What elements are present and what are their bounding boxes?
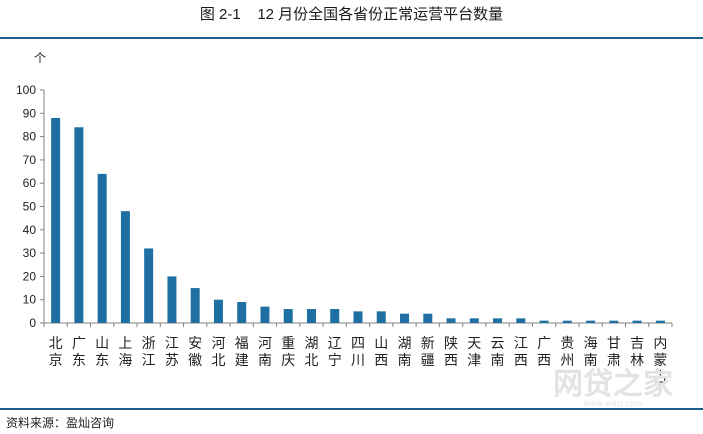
bar-北京 bbox=[51, 117, 61, 324]
x-category-label: 湖北 bbox=[304, 335, 318, 368]
bar-广西 bbox=[539, 320, 549, 323]
x-category-label: 福建 bbox=[235, 335, 249, 368]
bar-湖南 bbox=[400, 313, 410, 323]
y-tick-label: 100 bbox=[16, 83, 36, 97]
bar-河北 bbox=[213, 299, 223, 323]
x-category-label: 广西 bbox=[537, 335, 551, 368]
x-category-label: 陕西 bbox=[444, 335, 458, 368]
bar-天津 bbox=[469, 318, 479, 323]
bar-福建 bbox=[237, 302, 247, 323]
x-category-label: 江苏 bbox=[165, 335, 179, 368]
bar-浙江 bbox=[144, 248, 154, 323]
x-category-label: 海南 bbox=[584, 335, 598, 368]
bottom-rule bbox=[0, 408, 703, 410]
bar-上海 bbox=[120, 211, 130, 323]
x-category-label: 山东 bbox=[95, 335, 109, 368]
y-tick-label: 20 bbox=[23, 269, 37, 283]
x-category-label: 湖南 bbox=[398, 335, 412, 368]
y-tick-label: 10 bbox=[23, 293, 37, 307]
x-category-label: 上海 bbox=[118, 335, 132, 368]
x-category-label: 安徽 bbox=[188, 335, 202, 368]
bar-四川 bbox=[353, 311, 363, 323]
x-category-label: 甘肃 bbox=[607, 335, 621, 368]
y-tick-label: 30 bbox=[23, 246, 37, 260]
x-category-label: 广东 bbox=[72, 335, 86, 368]
bar-江西 bbox=[516, 318, 526, 323]
x-category-label: 浙江 bbox=[142, 335, 156, 368]
x-category-label: 吉林 bbox=[630, 335, 644, 368]
chart-bars bbox=[51, 117, 665, 324]
x-category-label: 山西 bbox=[374, 335, 388, 368]
category-labels: 北京广东山东上海浙江江苏安徽河北福建河南重庆湖北辽宁四川山西湖南新疆陕西天津云南… bbox=[49, 335, 668, 385]
x-category-label: 江西 bbox=[514, 335, 528, 368]
bar-湖北 bbox=[306, 309, 316, 323]
bar-山西 bbox=[376, 311, 386, 323]
svg-text:www.wdzj.com: www.wdzj.com bbox=[583, 399, 642, 408]
x-category-label: 北京 bbox=[49, 335, 63, 368]
bar-重庆 bbox=[283, 309, 293, 323]
x-category-label: 新疆 bbox=[421, 335, 435, 368]
bar-安徽 bbox=[190, 288, 200, 323]
bar-山东 bbox=[97, 173, 107, 323]
y-tick-label: 70 bbox=[23, 153, 37, 167]
y-axis-unit-label: 个 bbox=[34, 51, 46, 65]
bar-河南 bbox=[260, 306, 270, 323]
y-tick-label: 80 bbox=[23, 130, 37, 144]
bar-辽宁 bbox=[330, 309, 340, 323]
chart-axes: 0 10 20 30 40 50 60 70 80 90 100 个 bbox=[16, 51, 673, 330]
bar-贵州 bbox=[562, 320, 572, 323]
watermark-logo: 网贷之家 www.wdzj.com bbox=[553, 368, 673, 408]
x-category-label: 河南 bbox=[258, 335, 272, 368]
bar-海南 bbox=[586, 320, 596, 323]
bar-内蒙古 bbox=[655, 320, 665, 323]
y-tick-label: 0 bbox=[29, 316, 36, 330]
bar-吉林 bbox=[632, 320, 642, 323]
y-tick-label: 60 bbox=[23, 176, 37, 190]
bar-新疆 bbox=[423, 313, 433, 323]
svg-text:网贷之家: 网贷之家 bbox=[553, 368, 673, 402]
source-note: 资料来源：盈灿咨询 bbox=[6, 416, 115, 430]
x-category-label: 河北 bbox=[211, 335, 225, 368]
top-rule bbox=[0, 37, 703, 39]
x-category-label: 天津 bbox=[467, 335, 481, 368]
bar-陕西 bbox=[446, 318, 456, 323]
bar-江苏 bbox=[167, 276, 177, 323]
x-category-label: 云南 bbox=[491, 335, 505, 368]
x-category-label: 重庆 bbox=[281, 335, 295, 368]
bar-广东 bbox=[74, 127, 84, 323]
y-tick-label: 40 bbox=[23, 223, 37, 237]
x-category-label: 辽宁 bbox=[328, 335, 342, 368]
y-tick-label: 50 bbox=[23, 200, 37, 214]
x-category-label: 四川 bbox=[351, 335, 365, 368]
bar-云南 bbox=[493, 318, 503, 323]
y-tick-label: 90 bbox=[23, 106, 37, 120]
x-category-label: 贵州 bbox=[560, 335, 574, 368]
bar-甘肃 bbox=[609, 320, 619, 323]
x-category-label: 内蒙古 bbox=[653, 335, 667, 385]
figure-title: 图 2-1 12 月份全国各省份正常运营平台数量 bbox=[199, 6, 504, 23]
